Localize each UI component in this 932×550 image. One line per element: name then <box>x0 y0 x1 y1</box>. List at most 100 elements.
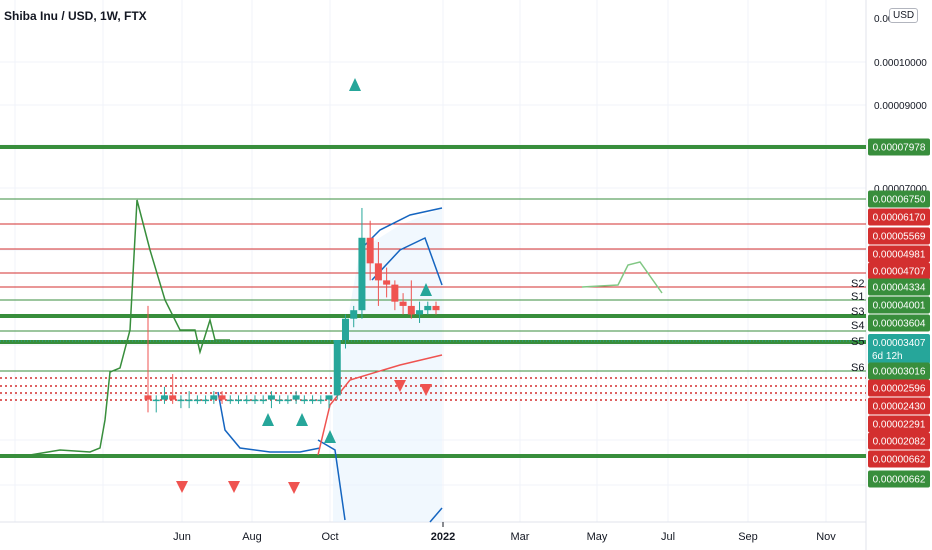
candle-body <box>169 395 177 400</box>
price-label: 0.00005569 <box>873 232 926 243</box>
price-label-box <box>868 415 930 433</box>
chart-title: Shiba Inu / USD, 1W, FTX <box>4 9 147 23</box>
currency-button[interactable]: USD <box>889 8 919 23</box>
x-tick-label: Mar <box>511 531 530 543</box>
ma-line <box>217 391 321 453</box>
support-tag: S1 <box>851 291 864 303</box>
sell-signal-icon <box>176 481 188 493</box>
price-label: 0.00000662 <box>873 455 926 466</box>
projection-line <box>581 261 663 294</box>
price-label-box <box>868 208 930 226</box>
candle-body <box>276 399 284 402</box>
candle-body <box>309 399 317 402</box>
candle-body <box>210 395 218 400</box>
support-tag: S6 <box>851 362 864 374</box>
candle-body <box>383 280 391 285</box>
candle-body <box>366 237 374 264</box>
buy-signal-icon <box>349 78 361 91</box>
price-label-box <box>868 245 930 263</box>
support-tag: S5 <box>851 336 864 348</box>
price-label-box <box>868 470 930 488</box>
y-tick-label: 0.00010000 <box>874 58 927 69</box>
candle-body <box>152 399 160 402</box>
countdown-label: 6d 12h <box>872 351 903 362</box>
price-label-box <box>868 432 930 450</box>
price-label-box <box>868 262 930 280</box>
price-label-box <box>868 296 930 314</box>
support-tag: S3 <box>851 306 864 318</box>
y-tick-label: 0.00009000 <box>874 101 927 112</box>
candle-body <box>235 399 243 402</box>
candle-body <box>350 310 358 319</box>
candle-body <box>243 399 251 402</box>
x-tick-label: Oct <box>321 531 338 543</box>
x-tick-label: 2022 <box>431 531 455 543</box>
candle-body <box>432 305 440 311</box>
price-label: 0.00002082 <box>873 437 926 448</box>
price-label: 0.00003604 <box>873 319 926 330</box>
band-lower <box>317 439 346 521</box>
candle-body <box>341 318 349 340</box>
candle-body <box>374 263 382 281</box>
price-label-box <box>868 397 930 415</box>
support-tag: S4 <box>851 320 864 332</box>
price-label: 0.00002291 <box>873 420 926 431</box>
candle-body <box>399 301 407 306</box>
candle-body <box>284 399 292 402</box>
support-tag: S2 <box>851 278 864 290</box>
ma-red-line <box>317 354 443 456</box>
candle-body <box>144 395 152 400</box>
price-label-box <box>868 314 930 332</box>
price-label: 0.00002596 <box>873 384 926 395</box>
indicator-line <box>0 199 230 456</box>
sell-signal-icon <box>394 380 406 392</box>
buy-signal-icon <box>324 430 336 443</box>
price-label-box <box>868 227 930 245</box>
buy-signal-icon <box>420 283 432 296</box>
x-tick-label: Nov <box>816 531 836 543</box>
band-lower-2 <box>429 507 443 523</box>
price-label: 0.00004981 <box>873 250 926 261</box>
candle-body <box>325 395 333 400</box>
price-label: 0.00007978 <box>873 143 926 154</box>
projection-area <box>333 208 442 522</box>
candle-body <box>267 395 275 400</box>
band-mid <box>371 236 443 286</box>
candle-body <box>226 399 234 402</box>
x-tick-label: Jun <box>173 531 191 543</box>
price-label: 0.00004707 <box>873 267 926 278</box>
candle-body <box>160 395 168 400</box>
candle-body <box>300 399 308 402</box>
price-label: 0.00006750 <box>873 195 926 206</box>
x-tick-label: Aug <box>242 531 262 543</box>
candle-body <box>416 310 424 315</box>
price-label-box <box>868 334 930 364</box>
candle-body <box>193 399 201 402</box>
candle-body <box>259 399 267 402</box>
candle-body <box>218 395 226 400</box>
price-label: 0.00006170 <box>873 213 926 224</box>
candle-body <box>177 399 185 402</box>
candle-body <box>333 340 341 396</box>
candle-body <box>202 399 210 402</box>
y-tick-label: 0.000 <box>874 14 899 25</box>
sell-signal-icon <box>288 482 300 494</box>
price-label-box <box>868 278 930 296</box>
price-label-box <box>868 362 930 380</box>
candle-body <box>424 305 432 311</box>
candle-body <box>391 284 399 302</box>
price-label-box <box>868 450 930 468</box>
candle-body <box>251 399 259 402</box>
x-tick-label: May <box>587 531 608 543</box>
buy-signal-icon <box>296 413 308 426</box>
price-label-box <box>868 190 930 208</box>
price-label: 0.00004001 <box>873 301 926 312</box>
price-label: 0.00002430 <box>873 402 926 413</box>
price-label: 0.00004334 <box>873 283 926 294</box>
candle-body <box>185 399 193 402</box>
price-label: 0.00000662 <box>873 475 926 486</box>
sell-signal-icon <box>420 384 432 396</box>
candle-body <box>317 399 325 402</box>
x-tick-label: Jul <box>661 531 675 543</box>
